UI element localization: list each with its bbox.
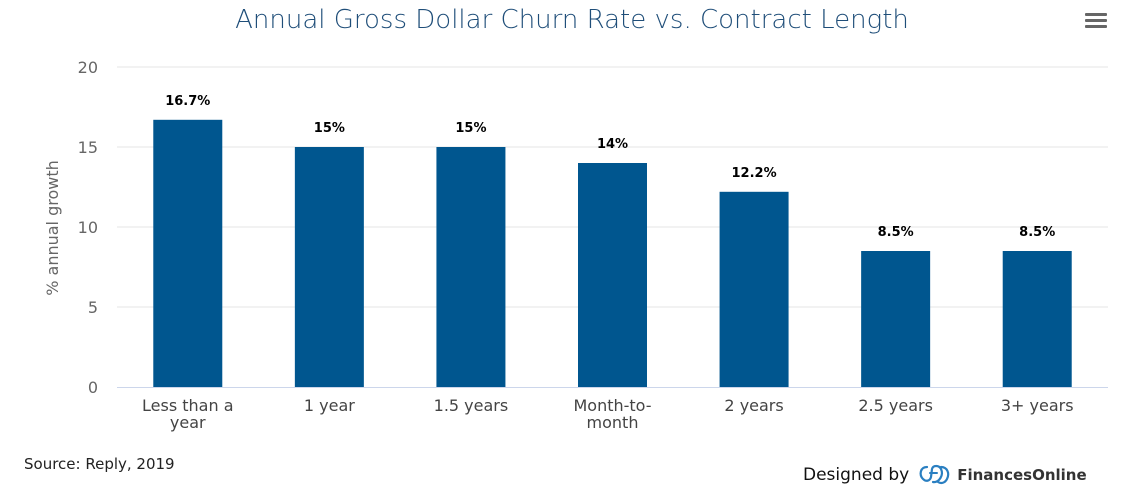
bar[interactable]	[1002, 251, 1072, 387]
bar[interactable]	[719, 191, 789, 387]
y-tick-label: 20	[78, 58, 98, 77]
designed-by: Designed by FinancesOnline	[803, 463, 1087, 487]
x-axis-categories: Less than a year 1 year 1.5 years Month-to-m…	[142, 396, 1074, 432]
bar[interactable]	[578, 163, 647, 387]
data-label: 14%	[597, 137, 628, 152]
y-axis-title: % annual growth	[43, 160, 62, 296]
bars	[153, 119, 1072, 388]
designed-by-label: Designed by	[803, 465, 910, 485]
source-note: Source: Reply, 2019	[24, 455, 175, 473]
data-label: 15%	[314, 121, 345, 136]
y-tick-label: 0	[88, 378, 98, 397]
x-tick-label: 2.5 years	[858, 396, 933, 415]
bar[interactable]	[153, 119, 223, 388]
y-tick-label: 15	[78, 138, 98, 157]
financesonline-logo-icon	[919, 464, 950, 485]
data-label: 15%	[455, 121, 486, 136]
y-tick-label: 5	[88, 298, 98, 317]
y-tick-label: 10	[78, 218, 98, 237]
x-tick-label: 3+ years	[1001, 396, 1074, 415]
bar[interactable]	[294, 147, 364, 387]
x-tick-label: Less than a year	[142, 396, 233, 432]
data-label: 8.5%	[878, 225, 914, 240]
brand-name: FinancesOnline	[957, 466, 1087, 484]
hamburger-menu-icon[interactable]	[1085, 10, 1107, 30]
x-tick-label: 1 year	[304, 396, 355, 415]
bar[interactable]	[436, 147, 506, 387]
data-labels: 16.7% 15% 15% 14% 12.2% 8.5% 8.5%	[165, 94, 1055, 240]
data-label: 12.2%	[732, 166, 777, 181]
x-tick-label: Month-to-month	[573, 396, 651, 432]
chart-title: Annual Gross Dollar Churn Rate vs. Contr…	[235, 5, 909, 35]
x-tick-label: 1.5 years	[434, 396, 509, 415]
y-axis-ticks: 0 5 10 15 20	[78, 58, 98, 397]
data-label: 8.5%	[1019, 225, 1055, 240]
data-label: 16.7%	[165, 94, 210, 109]
x-tick-label: 2 years	[724, 396, 783, 415]
bar[interactable]	[861, 251, 931, 387]
